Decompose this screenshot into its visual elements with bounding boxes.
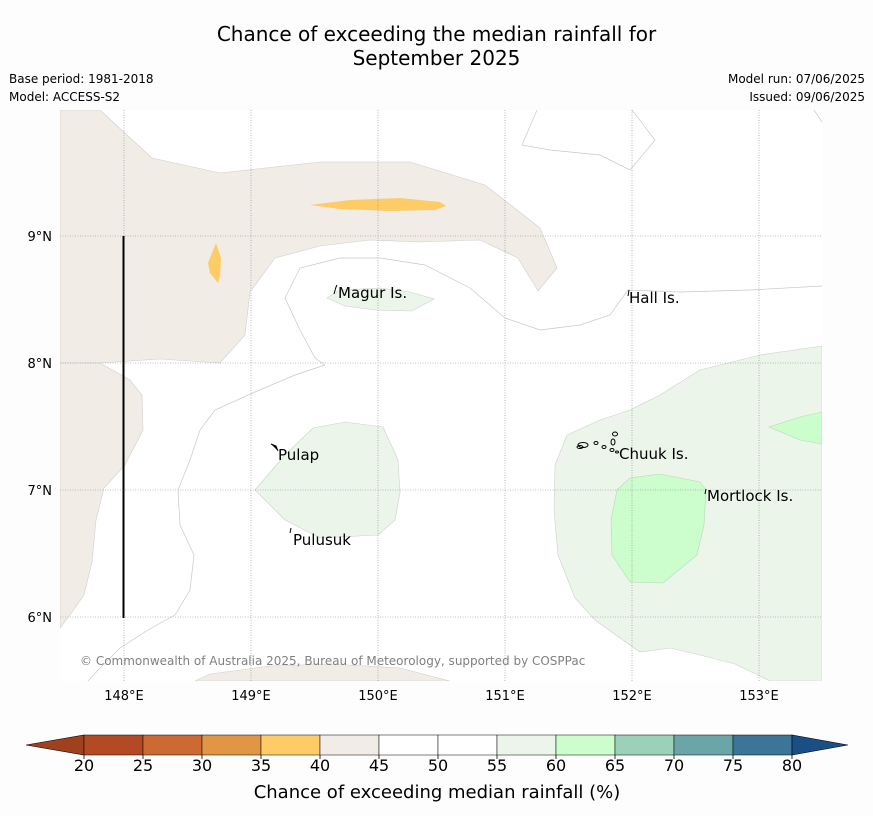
y-axis-labels: 9°N 8°N 7°N 6°N (28, 230, 53, 626)
y-tick-label: 9°N (28, 230, 53, 245)
meta-left: Base period: 1981-2018 Model: ACCESS-S2 (9, 70, 154, 106)
copyright-notice: © Commonwealth of Australia 2025, Bureau… (80, 654, 585, 668)
island-chuuk (576, 431, 619, 454)
colorbar-segment (614, 734, 675, 756)
island-hall (627, 289, 630, 297)
contour-line-west (87, 364, 326, 681)
colorbar-segment (732, 734, 793, 756)
y-tick-label: 6°N (28, 611, 53, 626)
region-35-40-b (208, 243, 221, 283)
base-period: Base period: 1981-2018 (9, 72, 154, 86)
gridlines (60, 110, 822, 681)
colorbar-tick-label: 55 (487, 756, 507, 775)
colorbar-segment (319, 734, 380, 756)
region-60-65-east (768, 411, 822, 445)
title-line-2: September 2025 (352, 46, 521, 70)
colorbar-segment (201, 734, 262, 756)
colorbar-tick-label: 65 (605, 756, 625, 775)
map-area: Magur Is. Hall Is. Pulap Chuuk Is. Mortl… (60, 110, 822, 681)
region-40-45-west (60, 362, 144, 629)
contour-line-north (284, 257, 822, 366)
model-name: Model: ACCESS-S2 (9, 90, 121, 104)
issued-date: Issued: 09/06/2025 (749, 90, 865, 104)
island-shapes (270, 284, 707, 534)
region-35-40-a (310, 198, 446, 211)
region-60-65-mortlock (610, 473, 707, 584)
colorbar-segment (555, 734, 616, 756)
region-55-60-magur (326, 287, 435, 312)
x-tick-label: 151°E (485, 689, 525, 704)
colorbar-segment (378, 734, 439, 756)
x-tick-label: 152°E (612, 689, 652, 704)
place-label-chuuk: Chuuk Is. (619, 445, 688, 463)
colorbar-tick-label: 80 (782, 756, 802, 775)
colorbar-label: Chance of exceeding median rainfall (%) (254, 782, 621, 803)
x-tick-label: 149°E (231, 689, 271, 704)
island-pulap (270, 443, 279, 452)
colorbar-segment (437, 734, 498, 756)
contour-line-top (521, 110, 656, 171)
y-tick-label: 8°N (28, 357, 53, 372)
map-title: Chance of exceeding the median rainfall … (0, 22, 873, 70)
colorbar-tick-label: 60 (546, 756, 566, 775)
x-tick-label: 148°E (104, 689, 144, 704)
colorbar-tick-label: 35 (251, 756, 271, 775)
colorbar-ticks: 20 25 30 35 40 45 50 55 60 65 70 75 80 (74, 755, 802, 775)
place-label-magur: Magur Is. (338, 284, 407, 302)
colorbar-tick-label: 30 (192, 756, 212, 775)
region-40-45-north (60, 110, 558, 364)
colorbar-tick-label: 25 (133, 756, 153, 775)
meta-right: Model run: 07/06/2025 Issued: 09/06/2025 (728, 70, 865, 106)
colorbar-tick-label: 50 (428, 756, 448, 775)
place-label-pulap: Pulap (278, 446, 319, 464)
colorbar-segment (142, 734, 203, 756)
y-tick-label: 7°N (28, 484, 53, 499)
island-mortlock (704, 488, 707, 495)
place-label-pulusuk: Pulusuk (293, 531, 351, 549)
colorbar-tick-label: 45 (369, 756, 389, 775)
title-line-1: Chance of exceeding the median rainfall … (216, 22, 657, 46)
colorbar-segment (673, 734, 734, 756)
colorbar-tick-label: 70 (664, 756, 684, 775)
place-label-hall: Hall Is. (629, 289, 680, 307)
colorbar (25, 734, 849, 756)
contour-line-topright (813, 110, 822, 123)
x-tick-label: 153°E (739, 689, 779, 704)
region-40-45-south (194, 663, 451, 681)
colorbar-tick-label: 75 (723, 756, 743, 775)
colorbar-segment (260, 734, 321, 756)
x-tick-label: 150°E (358, 689, 398, 704)
colorbar-tick-label: 20 (74, 756, 94, 775)
island-pulusuk (289, 527, 292, 534)
region-55-60-pulap (254, 421, 401, 539)
colorbar-segment (496, 734, 557, 756)
x-axis-labels: 148°E 149°E 150°E 151°E 152°E 153°E (104, 689, 779, 704)
model-run: Model run: 07/06/2025 (727, 72, 865, 86)
island-magur (333, 284, 338, 295)
colorbar-extend-low (25, 734, 85, 756)
colorbar-segment (83, 734, 144, 756)
colorbar-tick-label: 40 (310, 756, 330, 775)
place-label-mortlock: Mortlock Is. (707, 487, 793, 505)
colorbar-extend-high (791, 734, 849, 756)
